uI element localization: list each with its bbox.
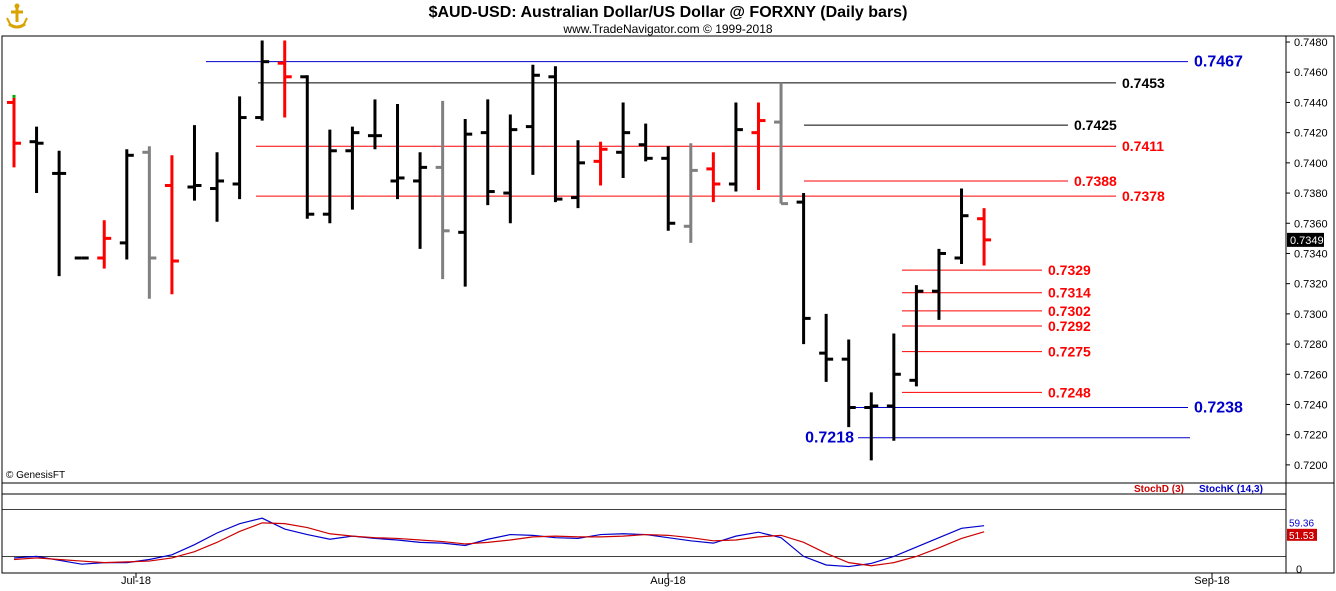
ohlc-bar (480, 99, 495, 206)
price-tick-label: 0.7240 (1294, 399, 1328, 411)
price-panel: 0.7467 0.7453 0.7425 0.7411 0.7388 0.7378 0.73… (1, 35, 1287, 484)
ohlc-bar (593, 141, 608, 186)
level-label: 0.7467 (1194, 54, 1243, 71)
ohlc-bar (616, 102, 631, 178)
stochastic-value-label: 59.36 (1289, 519, 1314, 530)
level-label: 0.7378 (1122, 188, 1165, 204)
x-tick-label: Sep-18 (1194, 575, 1229, 587)
stochastic-value-box (1287, 528, 1317, 541)
ohlc-bar (277, 40, 292, 118)
level-label: 0.7275 (1048, 344, 1091, 360)
genesis-copyright: © GenesisFT (6, 470, 65, 481)
stochastic-value-box (1287, 516, 1317, 529)
last-price-box (1287, 232, 1324, 247)
level-label: 0.7218 (805, 430, 854, 447)
price-tick-label: 0.7200 (1294, 460, 1328, 472)
ohlc-bar (367, 99, 382, 150)
level-label: 0.7238 (1194, 399, 1243, 416)
ohlc-bar (954, 188, 969, 265)
ohlc-bar (638, 123, 653, 162)
ohlc-bar (187, 125, 202, 201)
price-tick-label: 0.7220 (1294, 430, 1328, 442)
x-tick-label: Jul-18 (121, 575, 151, 587)
stochastic-panel-frame (1, 482, 1287, 574)
ohlc-bar (931, 248, 946, 320)
ohlc-bar (29, 126, 44, 194)
ohlc-bar (300, 75, 315, 219)
last-price-label: 0.7349 (1290, 235, 1324, 247)
price-tick-label: 0.7400 (1294, 158, 1328, 170)
ohlc-bar (683, 143, 698, 243)
stochastic-zero-label: 0 (1296, 564, 1302, 576)
ohlc-bar (774, 82, 789, 206)
price-tick-label: 0.7260 (1294, 369, 1328, 381)
ohlc-bar (390, 103, 405, 200)
ohlc-bar (571, 140, 585, 209)
ohlc-bar (661, 146, 676, 231)
level-label: 0.7329 (1048, 262, 1091, 278)
ohlc-bar (435, 100, 450, 280)
price-tick-label: 0.7460 (1294, 67, 1328, 79)
ohlc-bar (864, 392, 879, 461)
price-tick-label: 0.7340 (1294, 248, 1328, 260)
ohlc-bar (210, 152, 225, 222)
ohlc-bar (548, 66, 563, 203)
ohlc-bar (706, 152, 721, 203)
price-tick-label: 0.7300 (1294, 309, 1328, 321)
stochastic-value-label: 51.53 (1289, 531, 1314, 542)
ohlc-bar (97, 220, 112, 269)
ohlc-bar (458, 119, 473, 287)
level-label: 0.7248 (1048, 384, 1091, 400)
ohlc-bar (52, 150, 67, 277)
legend-stochd: StochD (3) (1134, 484, 1184, 495)
ohlc-bar (119, 149, 134, 260)
level-label: 0.7388 (1074, 173, 1117, 189)
price-tick-label: 0.7420 (1294, 128, 1328, 140)
level-label: 0.7425 (1074, 117, 1117, 133)
price-panel-frame (1, 35, 1287, 484)
price-tick-label: 0.7440 (1294, 97, 1328, 109)
ohlc-bar (255, 40, 270, 121)
ohlc-bar (232, 96, 247, 200)
ohlc-bar (751, 102, 766, 191)
ohlc-bar (909, 285, 924, 387)
ohlc-bar (7, 94, 21, 168)
ohlc-bar (345, 126, 360, 210)
level-label: 0.7302 (1048, 303, 1091, 319)
level-label: 0.7314 (1048, 285, 1091, 301)
ohlc-bar (796, 193, 811, 345)
level-label: 0.7453 (1122, 75, 1165, 91)
stochastic-series-line (13, 522, 985, 567)
chart-subtitle: www.TradeNavigator.com © 1999-2018 (562, 22, 772, 36)
ohlc-bar (728, 102, 743, 192)
price-tick-label: 0.7320 (1294, 279, 1328, 291)
level-label: 0.7411 (1122, 138, 1164, 154)
chart-title: $AUD-USD: Australian Dollar/US Dollar @ … (429, 4, 908, 21)
ohlc-bar (164, 155, 179, 295)
stochastic-axis-frame (1285, 482, 1335, 574)
logo-icon (2, 2, 32, 32)
level-label: 0.7292 (1048, 318, 1091, 334)
ohlc-bar (503, 114, 518, 224)
stochastic-series-line (13, 517, 985, 568)
price-axis: 0.7200 0.7220 0.7240 0.7260 0.7280 0.7300 0.73… (1285, 35, 1335, 484)
ohlc-bar (525, 64, 540, 175)
ohlc-bar (819, 313, 834, 382)
ohlc-bar (841, 339, 856, 428)
price-tick-label: 0.7360 (1294, 218, 1328, 230)
ohlc-bar (977, 208, 992, 266)
ohlc-bar (322, 129, 337, 224)
ohlc-bar (886, 333, 901, 441)
x-tick-label: Aug-18 (650, 575, 685, 587)
price-tick-label: 0.7480 (1294, 37, 1328, 49)
price-tick-label: 0.7280 (1294, 339, 1328, 351)
ohlc-bar (413, 152, 428, 249)
price-tick-label: 0.7380 (1294, 188, 1328, 200)
legend-stochk: StochK (14,3) (1199, 484, 1263, 495)
ohlc-bar (142, 146, 157, 299)
